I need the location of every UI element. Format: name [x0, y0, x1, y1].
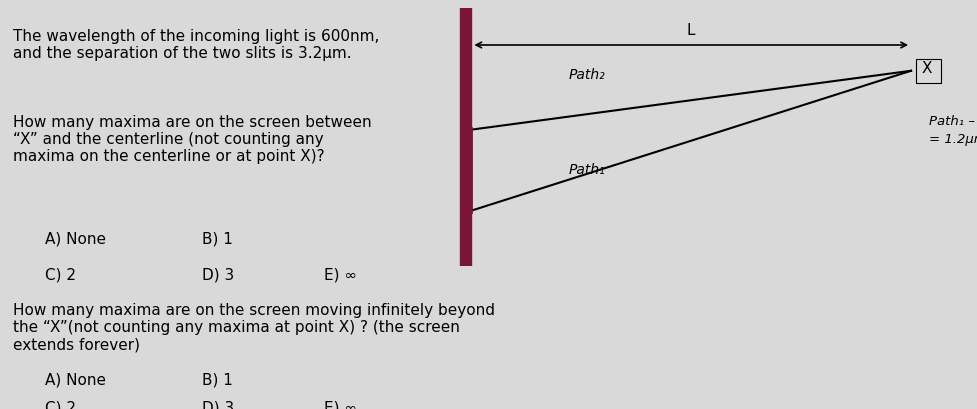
- Text: The wavelength of the incoming light is 600nm,
and the separation of the two sli: The wavelength of the incoming light is …: [14, 29, 380, 61]
- Text: Path₂: Path₂: [569, 68, 605, 82]
- Text: B) 1: B) 1: [202, 372, 234, 387]
- Text: A) None: A) None: [45, 231, 106, 246]
- Text: C) 2: C) 2: [45, 268, 76, 283]
- Text: E) ∞: E) ∞: [323, 268, 357, 283]
- Text: D) 3: D) 3: [202, 401, 234, 409]
- Text: B) 1: B) 1: [202, 231, 234, 246]
- Text: D) 3: D) 3: [202, 268, 234, 283]
- Text: C) 2: C) 2: [45, 401, 76, 409]
- Text: How many maxima are on the screen between
“X” and the centerline (not counting a: How many maxima are on the screen betwee…: [14, 115, 372, 164]
- Text: Path₁: Path₁: [569, 163, 605, 177]
- Text: How many maxima are on the screen moving infinitely beyond
the “X”(not counting : How many maxima are on the screen moving…: [14, 303, 495, 353]
- Bar: [460, 8, 472, 266]
- Text: X: X: [922, 61, 932, 76]
- Text: A) None: A) None: [45, 372, 106, 387]
- Text: Path₁ – Path₂
= 1.2μm: Path₁ – Path₂ = 1.2μm: [928, 115, 977, 146]
- Bar: [916, 59, 941, 83]
- Text: E) ∞: E) ∞: [323, 401, 357, 409]
- Text: L: L: [687, 22, 696, 38]
